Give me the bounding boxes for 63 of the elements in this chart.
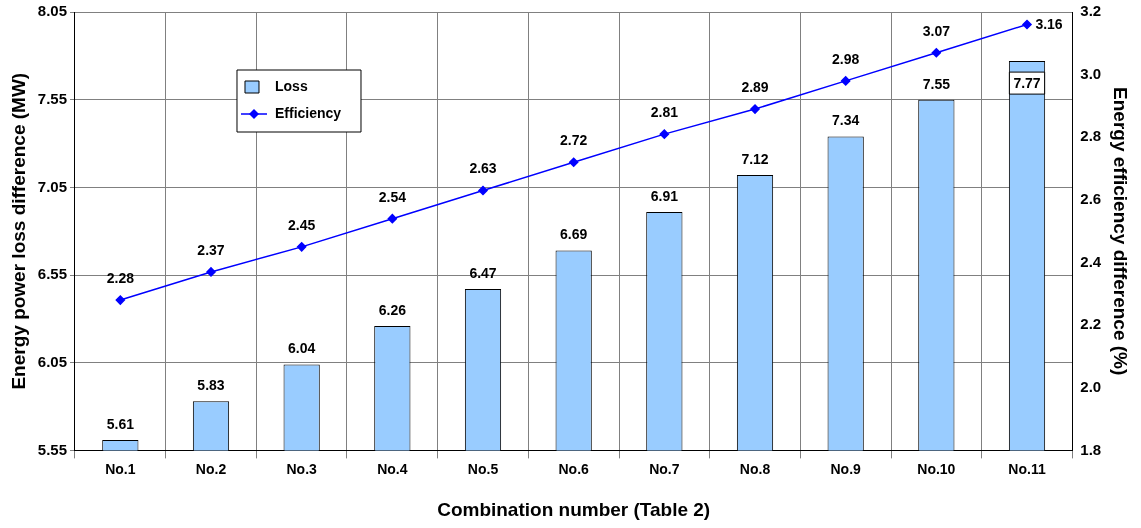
x-tick-label: No.3 — [286, 460, 318, 477]
y-tick-label: 6.55 — [37, 265, 67, 283]
y2-tick-label: 3.2 — [1080, 2, 1102, 20]
data-label: 6.47 — [469, 264, 497, 281]
y2-tick-label: 2.8 — [1080, 127, 1102, 145]
x-axis-title: Combination number (Table 2) — [437, 498, 711, 520]
point — [568, 157, 579, 168]
x-tick-label: No.9 — [830, 460, 862, 477]
data-label: 5.61 — [106, 415, 135, 432]
data-label: 5.83 — [197, 377, 225, 394]
point — [115, 295, 126, 305]
y2-tick-label: 2.6 — [1080, 190, 1102, 208]
data-label: 2.54 — [378, 188, 407, 205]
y2-tick-label: 2.0 — [1080, 377, 1102, 395]
point — [750, 104, 760, 114]
data-label: 2.72 — [560, 132, 588, 149]
point — [659, 129, 670, 139]
y2-axis-title: Energy efficiency difference (%) — [1110, 87, 1132, 376]
y-tick-label: 6.05 — [37, 352, 67, 370]
data-label: 7.77 — [1013, 74, 1041, 91]
x-tick-label: No.2 — [195, 460, 227, 477]
data-label: 7.12 — [741, 150, 769, 167]
point — [931, 47, 942, 58]
y-tick-label: 8.05 — [37, 2, 67, 20]
point — [840, 76, 851, 86]
data-label: 7.55 — [922, 75, 951, 92]
point — [1022, 19, 1032, 30]
x-tick-label: No.4 — [377, 460, 408, 477]
data-label: 3.07 — [922, 22, 951, 39]
x-tick-label: No.5 — [467, 460, 499, 477]
y-tick-label: 7.05 — [37, 177, 67, 195]
data-label: 6.26 — [378, 301, 407, 318]
x-tick-label: No.7 — [649, 460, 680, 477]
y2-tick-label: 2.2 — [1080, 315, 1102, 333]
data-label: 2.28 — [106, 269, 135, 286]
data-label: 6.04 — [288, 340, 316, 357]
y2-tick-label: 3.0 — [1080, 64, 1102, 82]
point — [478, 185, 488, 196]
data-label: 2.89 — [741, 78, 769, 95]
data-label: 2.81 — [650, 103, 679, 120]
x-tick-label: No.10 — [917, 460, 956, 477]
data-label: 7.34 — [832, 112, 860, 129]
data-label: 2.63 — [469, 160, 497, 177]
data-label: 2.98 — [832, 50, 860, 67]
x-tick-label: No.6 — [558, 460, 590, 477]
y2-tick-label: 1.8 — [1080, 440, 1102, 458]
data-label: 3.16 — [1035, 16, 1063, 33]
data-label: 6.91 — [650, 187, 679, 204]
x-tick-label: No.11 — [1008, 460, 1046, 477]
legend-label: Loss — [274, 77, 308, 94]
point — [387, 213, 398, 224]
y-axis-title: Energy power loss difference (MW) — [7, 72, 29, 390]
x-tick-label: No.1 — [105, 460, 136, 477]
y-tick-label: 7.55 — [37, 89, 67, 107]
data-label: 6.69 — [560, 226, 588, 243]
data-label: 2.37 — [197, 241, 225, 258]
point — [296, 242, 307, 252]
x-tick-label: No.8 — [739, 460, 771, 477]
y-tick-label: 5.55 — [37, 440, 67, 458]
y2-tick-label: 2.4 — [1080, 252, 1102, 270]
data-label: 2.45 — [288, 216, 316, 233]
legend-label: Efficiency — [274, 104, 342, 121]
point — [206, 267, 216, 277]
